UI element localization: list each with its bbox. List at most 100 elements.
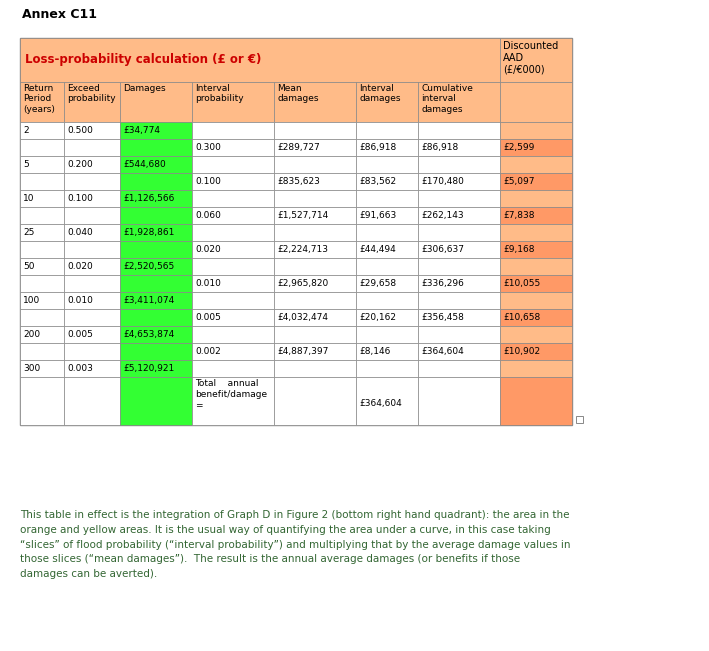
Bar <box>64 275 120 292</box>
Text: 2: 2 <box>23 126 28 135</box>
Bar <box>120 139 192 156</box>
Text: 0.020: 0.020 <box>195 245 220 254</box>
Bar <box>192 156 274 173</box>
Bar <box>120 343 192 360</box>
Bar <box>192 173 274 190</box>
Bar <box>500 309 572 326</box>
Bar <box>192 82 274 122</box>
Text: £170,480: £170,480 <box>421 177 464 186</box>
Bar <box>356 377 418 425</box>
Bar <box>418 224 500 241</box>
Bar <box>64 258 120 275</box>
Text: 0.010: 0.010 <box>67 296 93 305</box>
Bar <box>192 139 274 156</box>
Bar <box>274 190 356 207</box>
Bar <box>192 190 274 207</box>
Text: £1,527,714: £1,527,714 <box>277 211 328 220</box>
Text: 0.020: 0.020 <box>67 262 93 271</box>
Bar <box>120 326 192 343</box>
Text: 0.300: 0.300 <box>195 143 221 152</box>
Bar <box>192 309 274 326</box>
Text: £10,055: £10,055 <box>503 279 540 288</box>
Bar <box>120 292 192 309</box>
Text: Cumulative
interval
damages: Cumulative interval damages <box>421 84 473 114</box>
Bar <box>500 241 572 258</box>
Text: £289,727: £289,727 <box>277 143 320 152</box>
Text: £10,902: £10,902 <box>503 347 540 356</box>
Text: £91,663: £91,663 <box>359 211 396 220</box>
Text: Total    annual
benefit/damage
=: Total annual benefit/damage = <box>195 379 267 410</box>
Text: 0.500: 0.500 <box>67 126 93 135</box>
Text: Discounted
AAD
(£/€000): Discounted AAD (£/€000) <box>503 41 558 74</box>
Bar <box>64 190 120 207</box>
Bar <box>192 241 274 258</box>
Bar <box>20 241 64 258</box>
Bar <box>356 156 418 173</box>
Text: 300: 300 <box>23 364 40 373</box>
Bar <box>418 275 500 292</box>
Bar <box>120 122 192 139</box>
Bar <box>274 82 356 122</box>
Bar <box>20 326 64 343</box>
Text: £29,658: £29,658 <box>359 279 396 288</box>
Bar <box>120 224 192 241</box>
Text: 5: 5 <box>23 160 29 169</box>
Text: £1,126,566: £1,126,566 <box>123 194 174 203</box>
Text: 50: 50 <box>23 262 35 271</box>
Text: Exceed
probability: Exceed probability <box>67 84 116 104</box>
Bar <box>500 38 572 82</box>
Text: Damages: Damages <box>123 84 166 93</box>
Bar <box>192 122 274 139</box>
Bar <box>418 173 500 190</box>
Text: Return
Period
(years): Return Period (years) <box>23 84 55 114</box>
Bar <box>356 173 418 190</box>
Bar <box>418 156 500 173</box>
Bar <box>500 377 572 425</box>
Bar <box>356 258 418 275</box>
Text: £356,458: £356,458 <box>421 313 464 322</box>
Bar <box>274 156 356 173</box>
Bar <box>274 224 356 241</box>
Bar <box>192 224 274 241</box>
Text: £2,965,820: £2,965,820 <box>277 279 328 288</box>
Bar <box>192 275 274 292</box>
Bar <box>120 190 192 207</box>
Bar <box>20 38 500 82</box>
Text: Annex C11: Annex C11 <box>22 8 97 21</box>
Text: 25: 25 <box>23 228 34 237</box>
Bar <box>500 139 572 156</box>
Text: £8,146: £8,146 <box>359 347 391 356</box>
Text: £364,604: £364,604 <box>421 347 464 356</box>
Bar <box>120 309 192 326</box>
Bar <box>418 258 500 275</box>
Bar <box>500 326 572 343</box>
Text: £5,097: £5,097 <box>503 177 535 186</box>
Bar <box>192 377 274 425</box>
Text: £9,168: £9,168 <box>503 245 535 254</box>
Text: 0.010: 0.010 <box>195 279 221 288</box>
Bar <box>274 241 356 258</box>
Bar <box>64 122 120 139</box>
Bar <box>356 360 418 377</box>
Bar <box>20 377 64 425</box>
Bar <box>20 82 64 122</box>
Bar <box>120 360 192 377</box>
Bar <box>64 343 120 360</box>
Bar <box>418 122 500 139</box>
Bar <box>192 258 274 275</box>
Bar <box>500 207 572 224</box>
Bar <box>20 309 64 326</box>
Text: 0.003: 0.003 <box>67 364 93 373</box>
Text: 0.002: 0.002 <box>195 347 220 356</box>
Text: 0.005: 0.005 <box>67 330 93 339</box>
Bar <box>418 309 500 326</box>
Bar <box>356 275 418 292</box>
Text: 0.100: 0.100 <box>67 194 93 203</box>
Bar <box>500 156 572 173</box>
Bar <box>500 173 572 190</box>
Bar <box>274 343 356 360</box>
Bar <box>120 156 192 173</box>
Text: £2,224,713: £2,224,713 <box>277 245 328 254</box>
Text: 0.060: 0.060 <box>195 211 221 220</box>
Bar <box>192 360 274 377</box>
